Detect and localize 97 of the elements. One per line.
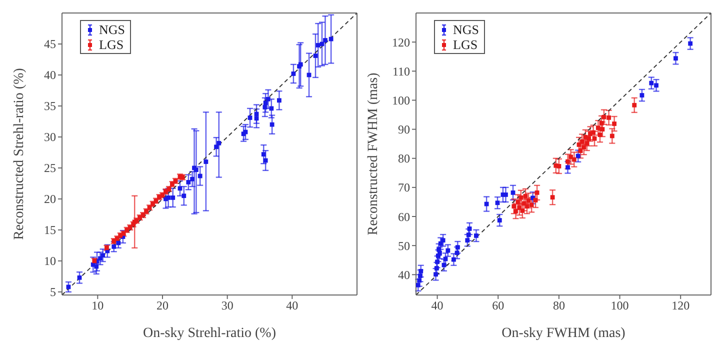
point — [598, 132, 602, 138]
point — [649, 80, 654, 86]
point — [606, 115, 612, 120]
point — [170, 195, 176, 200]
y-tick-label: 45 — [44, 37, 56, 52]
point — [586, 136, 591, 141]
point — [596, 126, 600, 130]
y-tick-label: 100 — [392, 93, 410, 108]
x-tick-label: 60 — [492, 298, 504, 313]
point — [190, 176, 195, 182]
y-tick-label: 5 — [50, 285, 56, 300]
point — [584, 141, 590, 146]
point — [440, 238, 446, 243]
point — [452, 257, 456, 262]
x-tick-label: 80 — [552, 298, 565, 313]
point — [568, 154, 573, 160]
point — [66, 284, 71, 290]
y-axis-title: Reconstructed Strehl-ratio (%) — [12, 68, 27, 240]
y-tick-label: 40 — [398, 268, 410, 282]
point — [182, 194, 186, 198]
point — [612, 122, 616, 126]
x-tick-label: 40 — [286, 298, 298, 313]
point — [198, 174, 202, 178]
point — [266, 96, 270, 102]
y-tick-label: 15 — [44, 223, 56, 238]
point — [510, 190, 516, 195]
point — [166, 195, 171, 200]
y-tick-label: 25 — [44, 161, 56, 176]
point — [512, 204, 516, 209]
point — [632, 102, 637, 108]
point — [270, 122, 274, 127]
point — [674, 56, 678, 61]
point — [263, 100, 268, 106]
x-axis-title: On-sky Strehl-ratio (%) — [143, 326, 276, 341]
point — [261, 152, 266, 157]
x-axis-title: On-sky FWHM (mas) — [502, 326, 626, 341]
point — [214, 144, 219, 150]
point — [640, 93, 644, 98]
point — [688, 41, 693, 46]
point — [518, 195, 524, 200]
point — [446, 248, 450, 253]
point — [556, 164, 562, 168]
point — [497, 218, 502, 222]
point — [572, 157, 576, 162]
point — [277, 98, 282, 103]
point — [94, 264, 99, 269]
point — [328, 36, 334, 42]
y-axis-title: Reconstructed FWHM (mas) — [366, 72, 381, 236]
point — [654, 83, 658, 88]
y-tick-label: 50 — [398, 238, 410, 253]
point — [610, 134, 614, 138]
x-tick-label: 30 — [221, 298, 234, 313]
legend-label: NGS — [99, 22, 126, 37]
x-tick-label: 100 — [610, 298, 629, 313]
y-tick-label: 35 — [44, 99, 56, 114]
y-tick-label: 110 — [392, 64, 410, 78]
y-tick-label: 40 — [44, 68, 56, 82]
point — [291, 72, 296, 76]
point — [550, 195, 555, 200]
point — [533, 198, 538, 202]
y-tick-label: 80 — [398, 152, 410, 166]
point — [474, 233, 478, 238]
point — [269, 106, 274, 111]
y-tick-label: 120 — [392, 35, 410, 50]
y-tick-label: 20 — [44, 192, 56, 206]
y-tick-label: 90 — [398, 122, 410, 137]
point — [186, 180, 191, 184]
x-tick-label: 120 — [672, 298, 690, 313]
x-tick-label: 20 — [156, 298, 168, 313]
y-tick-label: 30 — [44, 130, 56, 144]
y-tick-label: 70 — [398, 180, 410, 195]
legend-label: LGS — [99, 37, 124, 52]
legend-label: LGS — [453, 37, 478, 52]
point — [313, 54, 318, 58]
point — [77, 275, 82, 280]
x-tick-label: 10 — [92, 298, 104, 313]
point — [323, 38, 328, 42]
point — [204, 160, 208, 164]
point — [316, 43, 320, 48]
point — [248, 116, 252, 120]
point — [524, 204, 530, 209]
point — [262, 105, 268, 110]
point — [254, 116, 259, 121]
point — [178, 186, 182, 191]
x-tick-label: 40 — [431, 298, 444, 313]
y-tick-label: 60 — [398, 210, 410, 224]
point — [484, 202, 489, 206]
point — [576, 154, 580, 158]
point — [495, 200, 500, 206]
point — [216, 140, 222, 146]
point — [504, 192, 508, 197]
legend-label: NGS — [453, 22, 480, 37]
point — [263, 158, 268, 163]
y-tick-label: 10 — [44, 254, 56, 268]
point — [602, 114, 606, 120]
point — [514, 209, 518, 214]
point — [100, 253, 106, 258]
